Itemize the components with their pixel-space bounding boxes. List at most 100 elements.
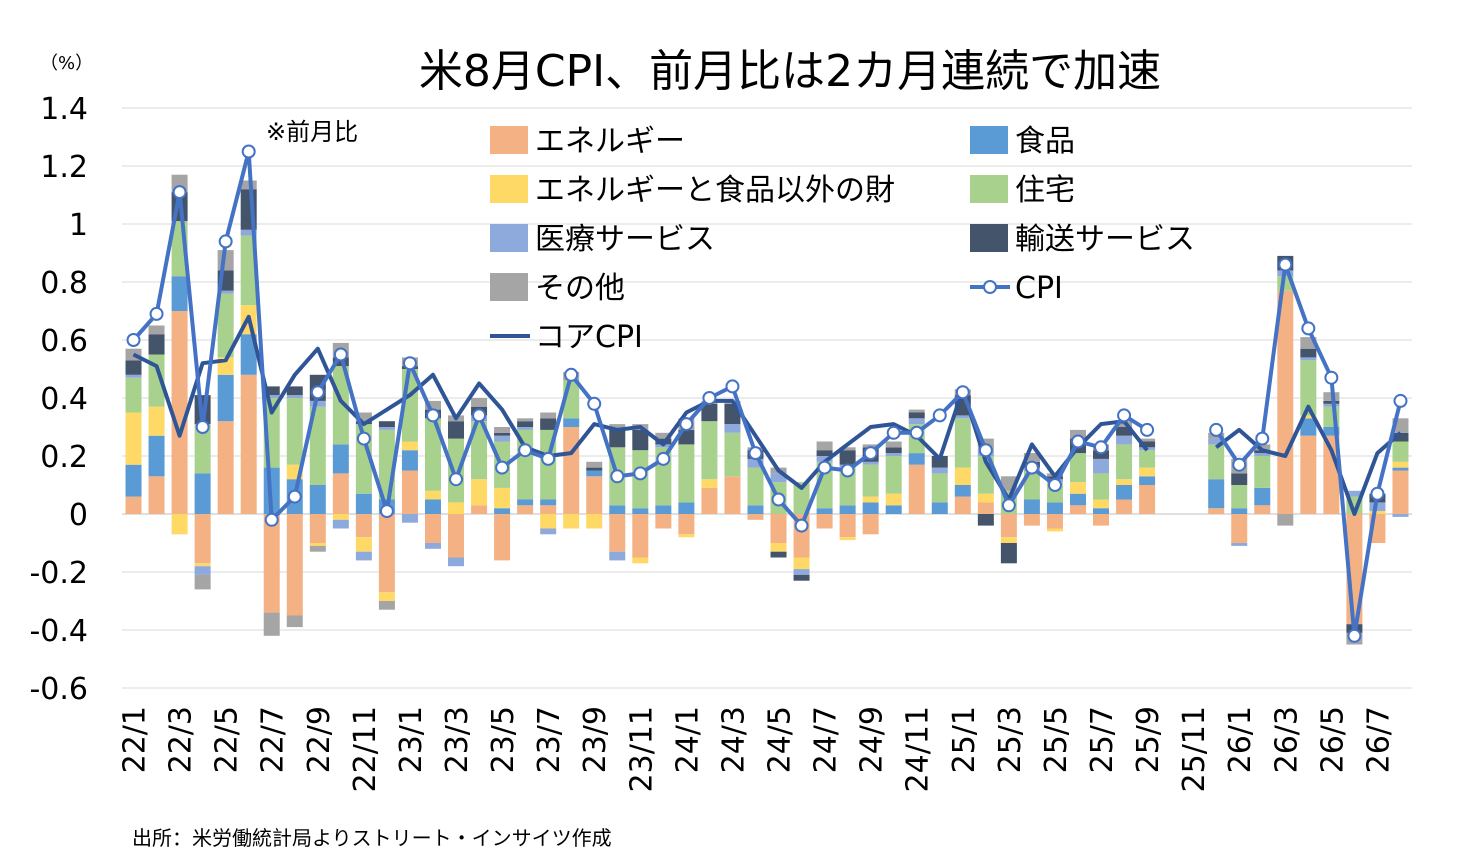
data-point xyxy=(425,408,440,423)
data-point xyxy=(1347,628,1362,643)
data-point xyxy=(1301,321,1316,336)
bar-segment xyxy=(286,398,303,465)
bar-segment xyxy=(494,432,511,436)
y-tick-label: 1.2 xyxy=(40,150,88,185)
bar-segment xyxy=(309,406,326,485)
bar-segment xyxy=(286,615,303,628)
x-tick-label: 25/3 xyxy=(993,706,1028,773)
bar-segment xyxy=(655,505,672,514)
bar-segment xyxy=(1000,537,1017,543)
bar-segment xyxy=(1231,514,1248,543)
bar-segment xyxy=(1023,514,1040,526)
data-point xyxy=(1024,460,1039,475)
bar-segment xyxy=(563,427,580,514)
bar-segment xyxy=(678,444,695,503)
legend-swatch xyxy=(970,175,1008,203)
legend-label: 医療サービス xyxy=(535,222,715,257)
bar-segment xyxy=(378,421,395,427)
x-tick-label: 23/7 xyxy=(532,706,567,773)
bar-segment xyxy=(954,485,971,497)
bar-segment xyxy=(1392,432,1409,442)
bar-segment xyxy=(1369,502,1386,512)
bar-segment xyxy=(1116,427,1133,436)
bar-segment xyxy=(540,528,557,535)
bar-segment xyxy=(263,612,280,636)
data-point xyxy=(771,492,786,507)
y-tick-label: 1 xyxy=(69,208,88,243)
bar-segment xyxy=(1093,450,1110,459)
bar-segment xyxy=(148,476,165,514)
x-tick-label: 23/1 xyxy=(394,706,429,773)
data-point xyxy=(955,385,970,400)
bar-segment xyxy=(770,473,787,483)
bar-segment xyxy=(1139,485,1156,514)
bar-segment xyxy=(1254,444,1271,451)
bar-segment xyxy=(378,514,395,593)
bar-segment xyxy=(194,473,211,514)
x-tick-label: 24/11 xyxy=(901,706,936,792)
x-axis: 22/1 22/3 22/5 22/7 22/9 22/11 23/1 23/3 23/5 23/… xyxy=(118,706,1397,792)
legend-swatch xyxy=(970,224,1008,252)
data-point xyxy=(1140,422,1155,437)
bar-segment xyxy=(1277,514,1294,526)
y-tick-label: 0 xyxy=(69,498,88,533)
bar-segment xyxy=(931,473,948,503)
bar-segment xyxy=(885,453,902,456)
bar-segment xyxy=(839,514,856,538)
bar-segment xyxy=(1000,514,1017,538)
x-tick-label: 23/11 xyxy=(624,706,659,792)
bar-segment xyxy=(586,461,603,468)
bar-segment xyxy=(770,514,787,543)
bar-segment xyxy=(977,502,994,514)
legend-label: コアCPI xyxy=(535,320,643,355)
bar-segment xyxy=(1323,403,1340,407)
data-point xyxy=(840,463,855,478)
legend-swatch xyxy=(490,224,528,252)
bar-segment xyxy=(471,398,488,407)
bar-segment xyxy=(1323,435,1340,514)
bar-segment xyxy=(885,493,902,506)
bar-segment xyxy=(148,354,165,407)
bar-segment xyxy=(885,505,902,514)
data-point xyxy=(287,489,302,504)
bar-segment xyxy=(171,276,188,311)
data-point xyxy=(587,396,602,411)
bar-segment xyxy=(448,421,465,439)
bar-segment xyxy=(540,514,557,529)
bar-segment xyxy=(701,403,718,422)
bar-segment xyxy=(1231,508,1248,514)
x-tick-label: 25/5 xyxy=(1039,706,1074,773)
bar-segment xyxy=(448,502,465,514)
bar-segment xyxy=(1254,487,1271,506)
data-point xyxy=(886,425,901,440)
bar-segment xyxy=(217,421,234,514)
bar-segment xyxy=(885,456,902,494)
x-tick-label: 22/7 xyxy=(256,706,291,773)
bar-segment xyxy=(171,514,188,535)
bar-segment xyxy=(494,435,511,442)
bar-segment xyxy=(286,395,303,398)
bar-segment xyxy=(862,502,879,514)
x-tick-label: 22/11 xyxy=(348,706,383,792)
bar-segment xyxy=(1208,479,1225,509)
data-point xyxy=(679,417,694,432)
bar-segment xyxy=(609,424,626,430)
note-label: ※前月比 xyxy=(266,118,358,146)
bar-segment xyxy=(448,514,465,558)
bar-segment xyxy=(862,464,879,497)
bar-segment xyxy=(517,499,534,506)
bar-segment xyxy=(839,537,856,541)
bar-segment xyxy=(1323,427,1340,436)
data-point xyxy=(702,391,717,405)
bar-segment xyxy=(1116,435,1133,445)
bar-segment xyxy=(1116,499,1133,514)
y-tick-label: 0.2 xyxy=(40,440,88,475)
x-tick-label: 23/9 xyxy=(578,706,613,773)
data-point xyxy=(610,469,625,484)
data-point xyxy=(909,425,924,440)
bar-segment xyxy=(977,514,994,526)
bar-segment xyxy=(839,505,856,514)
bar-segment xyxy=(1069,493,1086,506)
unit-label: （%） xyxy=(40,53,93,74)
